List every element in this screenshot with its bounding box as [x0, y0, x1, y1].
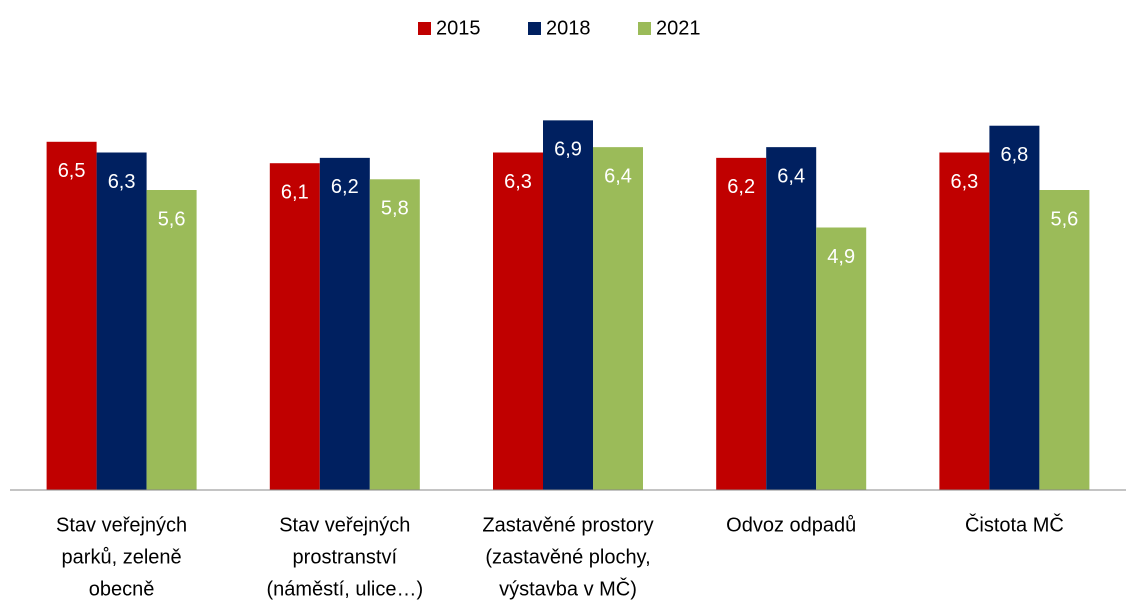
- data-label: 6,3: [950, 171, 978, 193]
- data-label: 6,2: [727, 176, 755, 198]
- data-label: 5,6: [1050, 208, 1078, 230]
- data-label: 6,3: [108, 171, 136, 193]
- bar: [816, 227, 867, 490]
- bar: [939, 152, 990, 490]
- bar: [46, 141, 97, 491]
- bar: [493, 152, 543, 490]
- x-tick-label: obecně: [89, 578, 155, 600]
- legend-swatch: [418, 22, 431, 35]
- x-tick-label: (náměstí, ulice…): [266, 578, 423, 600]
- bar: [766, 147, 817, 490]
- legend-label: 2018: [546, 17, 591, 39]
- data-label: 4,9: [827, 246, 855, 268]
- x-tick-label: Zastavěné prostory: [482, 514, 653, 536]
- legend-label: 2015: [436, 17, 481, 39]
- x-tick-label: Stav veřejných: [279, 514, 410, 536]
- data-label: 6,4: [777, 165, 805, 187]
- bar: [989, 125, 1040, 490]
- bar: [543, 120, 593, 490]
- data-label: 6,3: [504, 171, 532, 193]
- bar: [716, 157, 767, 490]
- data-label: 5,8: [381, 198, 409, 220]
- x-tick-label: Čistota MČ: [965, 513, 1064, 536]
- bar: [319, 157, 370, 490]
- data-label: 6,5: [58, 160, 86, 182]
- x-tick-label: Stav veřejných: [56, 514, 187, 536]
- bar: [369, 179, 420, 491]
- x-tick-label: Odvoz odpadů: [726, 514, 856, 536]
- x-tick-label: parků, zeleně: [62, 546, 182, 568]
- legend-swatch: [528, 22, 541, 35]
- bar: [96, 152, 147, 490]
- bar: [269, 163, 320, 490]
- bar: [146, 190, 197, 490]
- legend-swatch: [638, 22, 651, 35]
- data-label: 6,2: [331, 176, 359, 198]
- bar: [1039, 190, 1090, 490]
- x-tick-label: (zastavěné plochy,: [485, 546, 650, 568]
- data-label: 6,4: [604, 165, 632, 187]
- data-label: 6,9: [554, 139, 582, 161]
- data-label: 5,6: [158, 208, 186, 230]
- x-tick-label: prostranství: [293, 546, 398, 568]
- data-label: 6,8: [1000, 144, 1028, 166]
- x-tick-label: výstavba v MČ): [499, 577, 637, 600]
- legend-label: 2021: [656, 17, 701, 39]
- data-label: 6,1: [281, 181, 309, 203]
- bar: [593, 147, 643, 490]
